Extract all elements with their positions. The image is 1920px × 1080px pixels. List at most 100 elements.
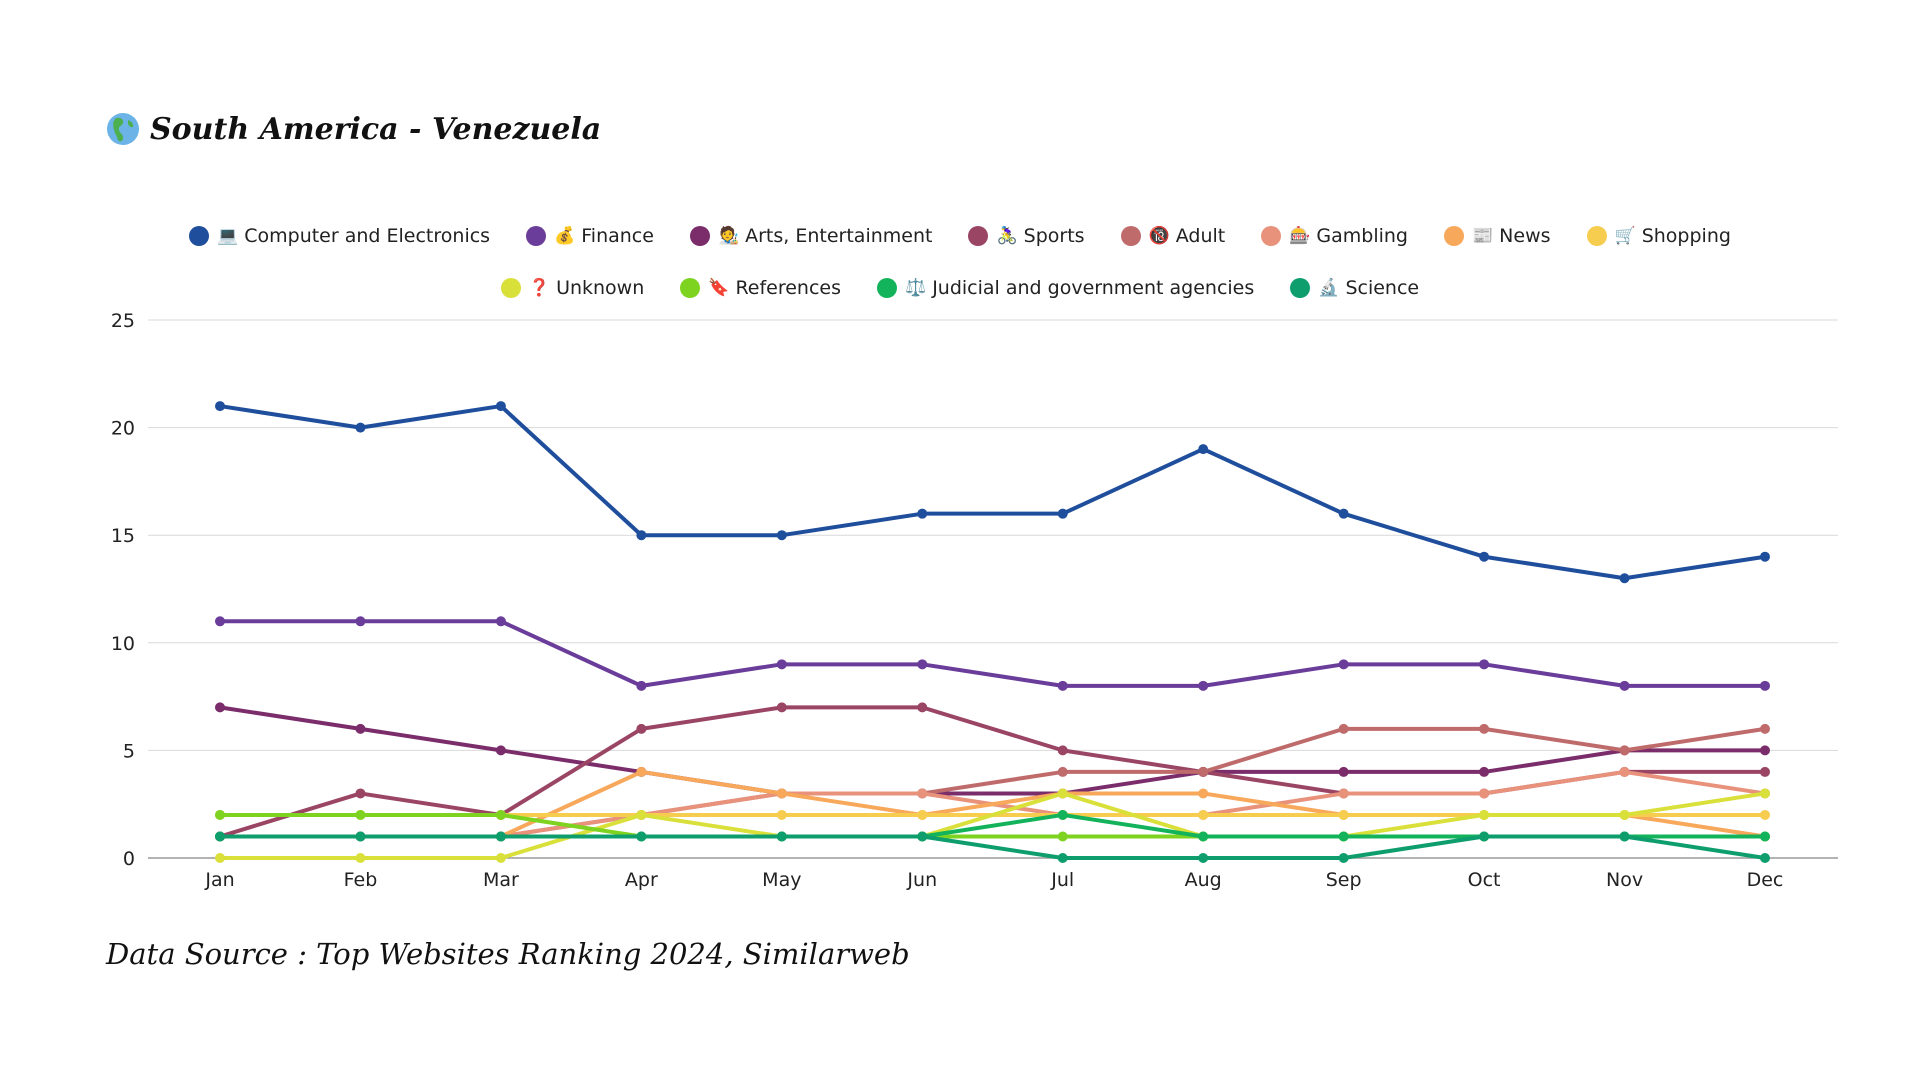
data-point bbox=[355, 723, 366, 734]
data-point bbox=[1760, 745, 1770, 756]
legend-item[interactable]: 💻 Computer and Electronics bbox=[189, 225, 490, 247]
data-point bbox=[1760, 551, 1770, 562]
data-point bbox=[1760, 680, 1770, 691]
data-point bbox=[1338, 809, 1349, 820]
data-point bbox=[215, 401, 225, 412]
legend-icon: 🧑‍🎨 bbox=[717, 226, 740, 246]
data-point bbox=[917, 788, 928, 799]
legend-item[interactable]: 🔖 References bbox=[680, 277, 841, 299]
series-line bbox=[218, 705, 1767, 796]
legend-item[interactable]: 🎰 Gambling bbox=[1261, 225, 1408, 247]
y-tick-label: 0 bbox=[123, 848, 135, 870]
grid-lines bbox=[148, 319, 1838, 859]
legend-item[interactable]: ❓ Unknown bbox=[500, 277, 645, 299]
data-point bbox=[1479, 659, 1490, 670]
series-line bbox=[218, 791, 1767, 860]
legend-icon: 🔞 bbox=[1148, 226, 1170, 246]
legend-icon: 📰 bbox=[1472, 226, 1494, 246]
x-tick-label: Jun bbox=[906, 869, 937, 891]
x-tick-label: May bbox=[762, 869, 801, 891]
x-tick-label: Feb bbox=[344, 869, 378, 891]
y-tick-label: 15 bbox=[111, 525, 135, 547]
data-point bbox=[1760, 723, 1770, 734]
x-axis-ticks: Jan Feb Mar Apr May Jun Jul Aug Sep Oct Nov Dec bbox=[204, 869, 1783, 891]
legend-swatch bbox=[526, 226, 547, 246]
data-point bbox=[1338, 766, 1349, 777]
x-tick-label: Aug bbox=[1185, 869, 1222, 891]
data-point bbox=[1198, 831, 1209, 842]
legend-label: Unknown bbox=[556, 277, 645, 299]
legend-item[interactable]: 🧑‍🎨 Arts, Entertainment bbox=[689, 225, 932, 247]
data-point bbox=[1619, 831, 1630, 842]
data-point bbox=[355, 853, 366, 863]
data-point bbox=[1198, 766, 1209, 777]
legend-swatch bbox=[877, 278, 898, 298]
legend-swatch bbox=[1120, 226, 1141, 246]
data-point bbox=[776, 788, 787, 799]
data-point bbox=[636, 831, 647, 842]
data-point bbox=[917, 809, 928, 820]
data-point bbox=[1057, 745, 1068, 756]
data-point bbox=[1479, 551, 1490, 562]
data-point bbox=[1338, 788, 1349, 799]
data-point bbox=[1057, 508, 1068, 519]
legend-swatch bbox=[500, 278, 521, 298]
legend-item[interactable]: 🔬 Science bbox=[1290, 277, 1419, 299]
data-point bbox=[917, 702, 928, 713]
data-point bbox=[495, 745, 506, 756]
legend-row: 💻 Computer and Electronics 💰 Finance 🧑‍🎨 Arts… bbox=[0, 210, 1920, 262]
data-point bbox=[1619, 766, 1630, 777]
data-point bbox=[917, 508, 928, 519]
legend-row: ❓ Unknown 🔖 References ⚖️ Judicial and govern… bbox=[0, 262, 1920, 314]
data-point bbox=[355, 788, 366, 799]
legend-label: News bbox=[1499, 225, 1551, 247]
data-point bbox=[776, 702, 787, 713]
legend-icon: 🎰 bbox=[1289, 226, 1311, 246]
data-point bbox=[215, 702, 225, 713]
data-point bbox=[1760, 788, 1770, 799]
y-axis-ticks: 0 5 10 15 20 25 bbox=[111, 310, 135, 870]
legend-item[interactable]: 🚴‍♀️ Sports bbox=[968, 225, 1085, 247]
data-point bbox=[636, 680, 647, 691]
chart-title: South America - Venezuela bbox=[106, 105, 601, 153]
y-tick-label: 20 bbox=[111, 418, 135, 440]
legend-item[interactable]: ⚖️ Judicial and government agencies bbox=[877, 277, 1254, 299]
legend-swatch bbox=[1444, 226, 1464, 246]
data-point bbox=[355, 616, 366, 627]
data-point bbox=[355, 831, 366, 842]
x-tick-label: Mar bbox=[483, 869, 519, 891]
legend: 💻 Computer and Electronics 💰 Finance 🧑‍🎨 Arts… bbox=[0, 210, 1920, 314]
data-point bbox=[917, 659, 928, 670]
y-tick-label: 25 bbox=[111, 310, 135, 332]
legend-item[interactable]: 🔞 Adult bbox=[1120, 225, 1225, 247]
x-tick-label: Jan bbox=[204, 869, 234, 891]
series-line bbox=[218, 834, 1767, 860]
data-point bbox=[215, 809, 225, 820]
data-point bbox=[1760, 809, 1770, 820]
data-point bbox=[215, 853, 225, 863]
legend-swatch bbox=[189, 226, 210, 246]
legend-swatch bbox=[1261, 226, 1282, 246]
data-point bbox=[1619, 680, 1630, 691]
data-point bbox=[495, 616, 506, 627]
data-point bbox=[776, 530, 787, 541]
legend-label: Gambling bbox=[1316, 225, 1408, 247]
data-source-note: Data Source : Top Websites Ranking 2024,… bbox=[106, 937, 910, 971]
data-point bbox=[215, 831, 225, 842]
legend-item[interactable]: 📰 News bbox=[1444, 225, 1551, 247]
legend-icon: 🛒 bbox=[1614, 226, 1636, 246]
legend-label: Finance bbox=[581, 225, 654, 247]
legend-icon: 🔖 bbox=[708, 278, 730, 298]
data-point bbox=[1338, 831, 1349, 842]
x-tick-label: Jul bbox=[1050, 869, 1074, 891]
legend-label: Judicial and government agencies bbox=[932, 277, 1255, 299]
data-point bbox=[495, 831, 506, 842]
data-point bbox=[1198, 680, 1209, 691]
data-point bbox=[1338, 723, 1349, 734]
legend-item[interactable]: 💰 Finance bbox=[526, 225, 654, 247]
legend-item[interactable]: 🛒 Shopping bbox=[1586, 225, 1731, 247]
data-point bbox=[1479, 809, 1490, 820]
legend-label: Shopping bbox=[1641, 225, 1731, 247]
series-sports bbox=[215, 702, 1770, 842]
